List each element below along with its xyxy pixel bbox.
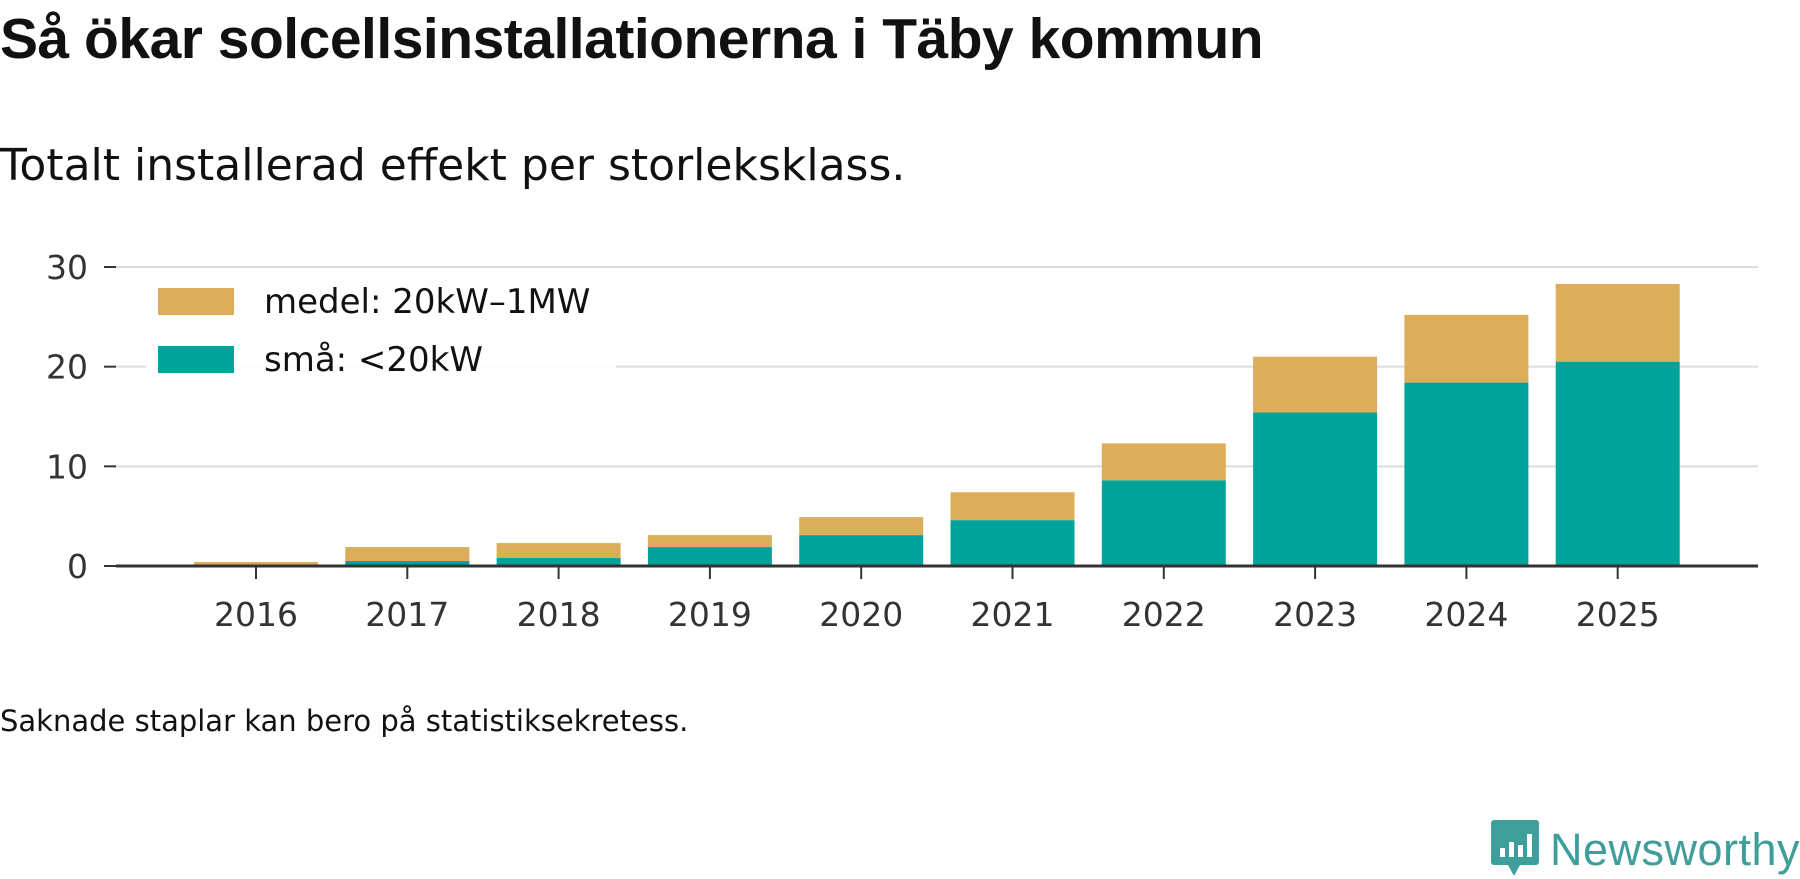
- x-tick-label: 2023: [1273, 595, 1357, 634]
- chart-title: Så ökar solcellsinstallationerna i Täby …: [0, 7, 1264, 71]
- bar-medel-2022: [1101, 443, 1226, 481]
- bar-medel-2020: [799, 517, 924, 536]
- x-tick-label: 2016: [214, 595, 298, 634]
- bar-sma-2022: [1101, 480, 1226, 566]
- x-tick-label: 2019: [668, 595, 752, 634]
- x-tick-label: 2022: [1122, 595, 1206, 634]
- bar-medel-2024: [1404, 314, 1529, 383]
- chart-subtitle: Totalt installerad effekt per storlekskl…: [0, 140, 906, 191]
- legend: medel: 20kW–1MW små: <20kW: [146, 268, 616, 380]
- legend-label-sma: små: <20kW: [264, 340, 483, 380]
- bar-sma-2023: [1253, 412, 1378, 566]
- bar-medel-2016: [194, 562, 318, 566]
- footnote: Saknade staplar kan bero på statistiksek…: [0, 704, 689, 738]
- x-tick-label: 2024: [1424, 595, 1508, 634]
- legend-swatch-sma: [158, 346, 234, 373]
- bar-sma-2025: [1555, 361, 1680, 566]
- bar-sma-2017: [345, 561, 470, 566]
- bar-medel-2018: [496, 543, 621, 559]
- bars: [194, 283, 1680, 566]
- x-tick-label: 2021: [971, 595, 1055, 634]
- brand-name: Newsworthy: [1550, 824, 1800, 875]
- y-tick-label: 30: [46, 248, 88, 287]
- x-tick-label: 2017: [365, 595, 449, 634]
- x-tick-label: 2025: [1576, 595, 1660, 634]
- axes: 0 10 20 30 2016 2017 2018 2019 2020 2021 2022 2023 2…: [46, 248, 1758, 634]
- newsworthy-logo-icon: [1490, 818, 1540, 879]
- legend-swatch-medel: [158, 288, 234, 315]
- bar-sma-2021: [950, 520, 1075, 566]
- bar-sma-2020: [799, 535, 924, 566]
- bar-medel-2019: [647, 535, 772, 548]
- y-tick-label: 0: [67, 547, 88, 586]
- brand-logo: Newsworthy: [1490, 820, 1800, 879]
- bar-sma-2019: [647, 547, 772, 566]
- y-tick-label: 10: [46, 447, 88, 486]
- y-tick-label: 20: [46, 348, 88, 387]
- legend-label-medel: medel: 20kW–1MW: [264, 282, 590, 322]
- x-tick-label: 2020: [819, 595, 903, 634]
- bar-medel-2017: [345, 547, 470, 562]
- bar-medel-2023: [1253, 356, 1378, 413]
- bar-medel-2021: [950, 492, 1075, 521]
- bar-medel-2025: [1555, 283, 1680, 362]
- x-tick-label: 2018: [517, 595, 601, 634]
- bar-sma-2024: [1404, 382, 1529, 566]
- bar-sma-2018: [496, 558, 621, 566]
